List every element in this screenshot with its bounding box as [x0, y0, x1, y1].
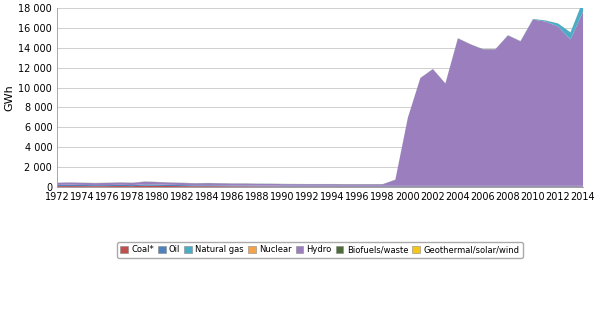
Y-axis label: GWh: GWh: [4, 84, 14, 111]
Legend: Coal*, Oil, Natural gas, Nuclear, Hydro, Biofuels/waste, Geothermal/solar/wind: Coal*, Oil, Natural gas, Nuclear, Hydro,…: [117, 242, 522, 258]
